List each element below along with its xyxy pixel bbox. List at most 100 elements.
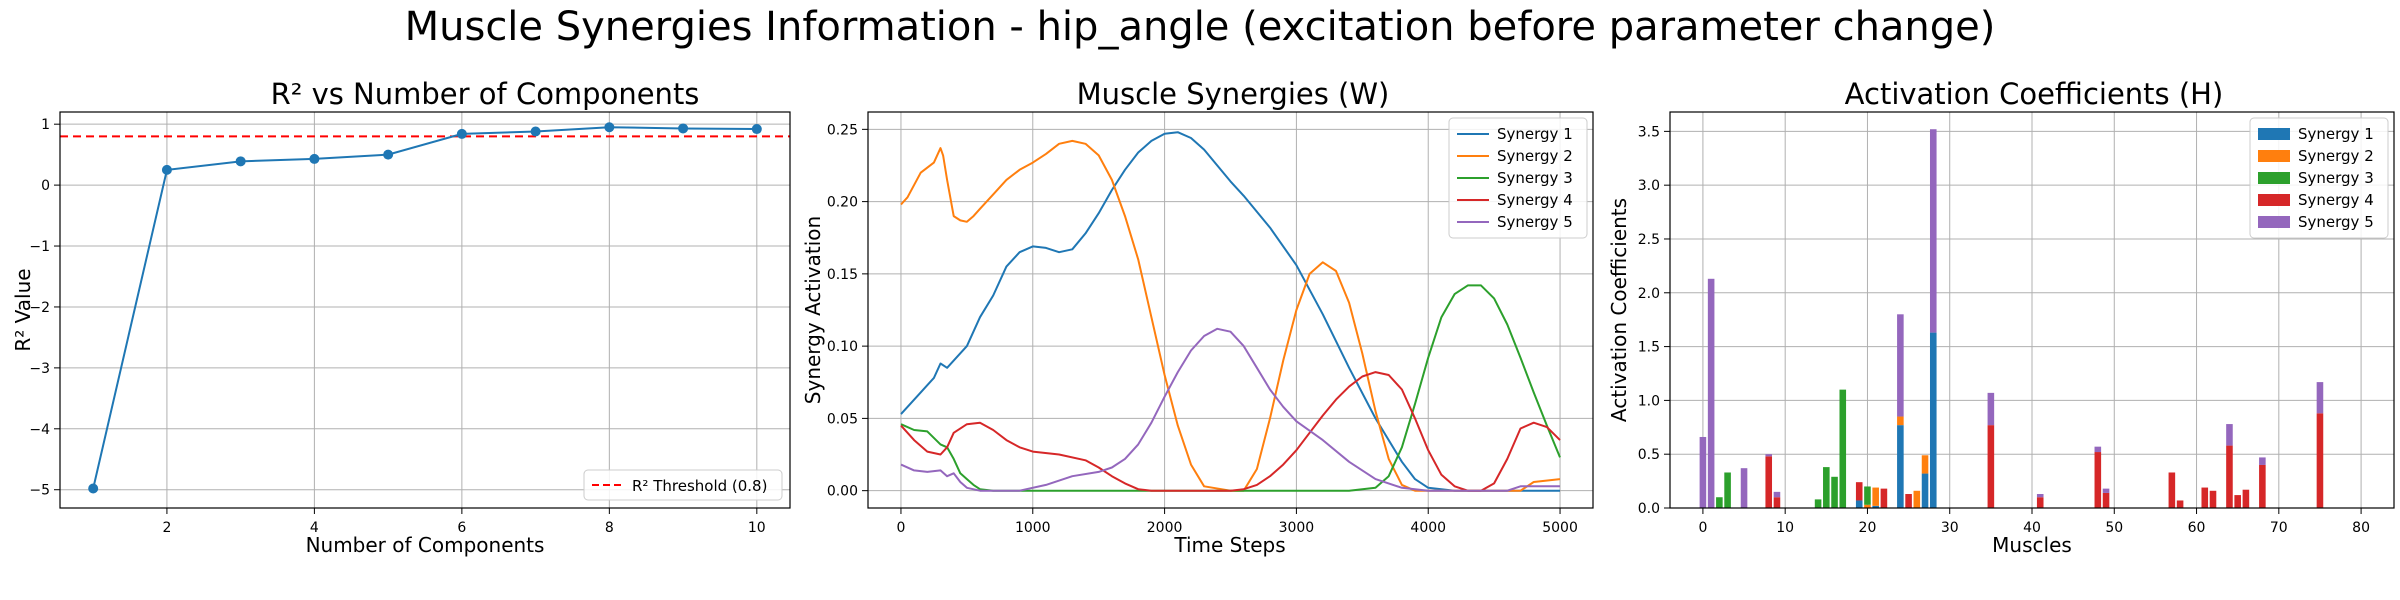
r2-legend-label: R² Threshold (0.8) bbox=[632, 477, 767, 495]
w-series-line-synergy-2 bbox=[900, 139, 1561, 492]
r2-y-tick-label: 0 bbox=[41, 178, 50, 194]
r2-point bbox=[456, 128, 467, 139]
r2-legend-box bbox=[583, 469, 783, 501]
h-bar-segment-muscle-15-synergy-3 bbox=[1823, 467, 1830, 508]
w-plot-frame bbox=[867, 111, 1594, 509]
h-bar-segment-muscle-17-synergy-3 bbox=[1839, 389, 1847, 508]
h-legend-swatch bbox=[2258, 128, 2290, 140]
w-y-tick-label: 0.15 bbox=[827, 267, 858, 283]
h-bar-segment-muscle-5-synergy-5 bbox=[1740, 468, 1748, 508]
r2-x-tick-label: 8 bbox=[605, 520, 614, 536]
r2-y-tick-label: −2 bbox=[29, 300, 50, 316]
r2-point bbox=[88, 483, 99, 494]
r2-x-tick-label: 10 bbox=[748, 520, 766, 536]
h-legend-label: Synergy 4 bbox=[2298, 191, 2374, 209]
h-legend-swatch bbox=[2258, 216, 2290, 228]
r2-point bbox=[530, 126, 541, 137]
h-legend-swatch bbox=[2258, 172, 2290, 184]
h-bar-segment-muscle-24-synergy-5 bbox=[1897, 314, 1904, 417]
h-bar-segment-muscle-66-synergy-4 bbox=[2242, 489, 2250, 508]
w-y-tick-label: 0.10 bbox=[827, 339, 858, 355]
synergies-panel: Muscle Synergies (W) 0 1000 2000 3000 4000 50… bbox=[801, 77, 1594, 557]
w-y-axis-label: Synergy Activation bbox=[801, 216, 825, 404]
h-bar-segment-muscle-35-synergy-4 bbox=[1987, 425, 1995, 508]
h-legend-label: Synergy 3 bbox=[2298, 169, 2374, 187]
h-bar-segment-muscle-14-synergy-3 bbox=[1814, 499, 1822, 508]
r2-point bbox=[161, 164, 172, 175]
r2-y-tick-label: 1 bbox=[41, 117, 50, 133]
h-bar-segment-muscle-27-synergy-1 bbox=[1921, 473, 1929, 508]
w-series-line-synergy-4 bbox=[900, 371, 1561, 492]
h-y-tick-label: 0.0 bbox=[1638, 501, 1660, 517]
h-bar-segment-muscle-41-synergy-4 bbox=[2036, 497, 2044, 508]
h-y-axis-label: Activation Coefficients bbox=[1607, 198, 1631, 422]
h-x-tick-label: 80 bbox=[2352, 520, 2370, 536]
h-bar-segment-muscle-22-synergy-4 bbox=[1880, 488, 1888, 508]
r2-plot-frame bbox=[59, 111, 791, 509]
w-legend-label: Synergy 5 bbox=[1497, 213, 1573, 231]
r2-x-axis-label: Number of Components bbox=[306, 533, 545, 557]
h-y-tick-label: 0.5 bbox=[1638, 447, 1660, 463]
h-bar-segment-muscle-26-synergy-2 bbox=[1913, 490, 1921, 508]
r2-point bbox=[383, 149, 394, 160]
h-bar-segment-muscle-49-synergy-5 bbox=[2102, 488, 2110, 493]
h-x-tick-label: 0 bbox=[1698, 520, 1707, 536]
h-bar-segment-muscle-64-synergy-4 bbox=[2226, 445, 2233, 508]
h-bar-segment-muscle-57-synergy-4 bbox=[2168, 472, 2176, 508]
h-bar-segment-muscle-61-synergy-4 bbox=[2201, 487, 2209, 508]
h-bar-segment-muscle-58-synergy-4 bbox=[2176, 500, 2184, 508]
w-y-tick-label: 0.05 bbox=[827, 411, 858, 427]
w-x-tick-label: 1000 bbox=[1015, 520, 1051, 536]
w-x-tick-label: 2000 bbox=[1147, 520, 1183, 536]
w-series-line-synergy-1 bbox=[900, 131, 1560, 492]
w-y-tick-label: 0.00 bbox=[827, 484, 858, 500]
h-bar-segment-muscle-16-synergy-3 bbox=[1831, 476, 1838, 508]
h-bar-segment-muscle-9-synergy-5 bbox=[1773, 491, 1781, 498]
w-x-axis-label: Time Steps bbox=[1173, 533, 1285, 557]
h-bar-segment-muscle-27-synergy-2 bbox=[1921, 455, 1929, 474]
w-legend-label: Synergy 3 bbox=[1497, 169, 1573, 187]
h-bar-segment-muscle-9-synergy-4 bbox=[1773, 497, 1781, 508]
h-bar-segment-muscle-65-synergy-4 bbox=[2234, 495, 2241, 508]
r2-point bbox=[604, 122, 615, 133]
w-series-line-synergy-3 bbox=[900, 284, 1561, 492]
h-bar-segment-muscle-20-synergy-2 bbox=[1864, 504, 1871, 508]
r2-x-tick-label: 6 bbox=[457, 520, 466, 536]
h-bar-segment-muscle-35-synergy-5 bbox=[1987, 392, 1995, 426]
h-legend-label: Synergy 1 bbox=[2298, 125, 2374, 143]
h-bar-segment-muscle-0-synergy-5 bbox=[1699, 436, 1707, 508]
h-bar-segment-muscle-8-synergy-4 bbox=[1765, 456, 1773, 508]
activation-panel: Activation Coefficients (H) 0 10 20 30 40 50 6… bbox=[1607, 77, 2395, 557]
h-legend-swatch bbox=[2258, 150, 2290, 162]
h-bar-segment-muscle-28-synergy-5 bbox=[1929, 129, 1937, 333]
h-bar-segment-muscle-24-synergy-1 bbox=[1897, 425, 1904, 508]
w-y-tick-label: 0.25 bbox=[827, 122, 858, 138]
w-y-tick-label: 0.20 bbox=[827, 195, 858, 211]
h-bar-segment-muscle-25-synergy-4 bbox=[1905, 494, 1912, 508]
h-x-axis-label: Muscles bbox=[1992, 533, 2072, 557]
r2-y-axis-label: R² Value bbox=[11, 268, 35, 351]
h-bar-segment-muscle-75-synergy-5 bbox=[2316, 382, 2324, 414]
figure-title: Muscle Synergies Information - hip_angle… bbox=[405, 4, 1996, 50]
h-x-tick-label: 10 bbox=[1776, 520, 1794, 536]
h-bar-segment-muscle-75-synergy-4 bbox=[2316, 413, 2324, 508]
w-series-line-synergy-5 bbox=[900, 327, 1560, 492]
h-legend-box bbox=[2249, 117, 2389, 239]
h-x-tick-label: 30 bbox=[1941, 520, 1959, 536]
h-chart-title: Activation Coefficients (H) bbox=[1845, 77, 2224, 111]
w-legend-label: Synergy 1 bbox=[1497, 125, 1573, 143]
h-bar-segment-muscle-28-synergy-1 bbox=[1929, 332, 1937, 508]
h-bar-segment-muscle-68-synergy-5 bbox=[2259, 457, 2266, 465]
h-y-tick-label: 1.0 bbox=[1638, 393, 1660, 409]
h-bar-segment-muscle-3-synergy-3 bbox=[1724, 472, 1731, 508]
w-legend-box bbox=[1448, 117, 1588, 239]
h-bar-segment-muscle-49-synergy-4 bbox=[2102, 492, 2110, 508]
h-bar-segment-muscle-2-synergy-3 bbox=[1716, 497, 1723, 508]
h-bar-segment-muscle-68-synergy-4 bbox=[2259, 464, 2266, 508]
h-legend-swatch bbox=[2258, 194, 2290, 206]
w-x-tick-label: 0 bbox=[896, 520, 905, 536]
r2-x-tick-label: 2 bbox=[162, 520, 171, 536]
h-y-tick-label: 3.5 bbox=[1638, 124, 1660, 140]
h-bar-segment-muscle-48-synergy-5 bbox=[2094, 446, 2102, 453]
h-y-tick-label: 3.0 bbox=[1638, 178, 1660, 194]
